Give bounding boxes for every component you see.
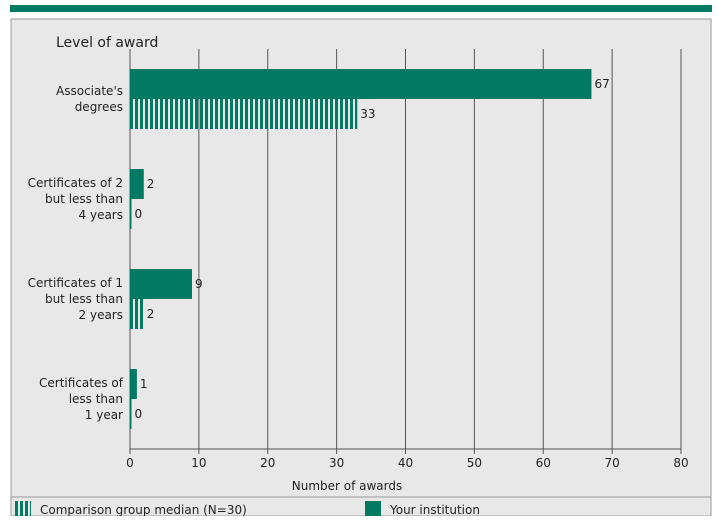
bar-s1-c0 — [130, 99, 358, 129]
legend: Comparison group median (N=30) Your inst… — [15, 501, 480, 517]
data-label-s0-c1: 2 — [147, 177, 155, 191]
category-labels: Associate's degrees Certificates of 2 but l… — [28, 84, 124, 422]
x-tick-label-40: 40 — [398, 456, 413, 470]
chart-title: Level of award — [56, 35, 158, 51]
data-label-s1-c0: 33 — [360, 107, 375, 121]
data-label-s0-c3: 1 — [140, 377, 148, 391]
x-tick-label-50: 50 — [467, 456, 482, 470]
category-label-2-line-1: but less than — [45, 292, 123, 306]
x-tick-label-0: 0 — [126, 456, 134, 470]
bar-s1-c1 — [130, 199, 132, 229]
category-label-3-line-1: less than — [69, 392, 123, 406]
x-tick-label-10: 10 — [191, 456, 206, 470]
category-label-3-line-0: Certificates of — [39, 376, 124, 390]
x-tick-label-30: 30 — [329, 456, 344, 470]
legend-label-institution: Your institution — [389, 503, 480, 516]
data-label-s1-c1: 0 — [135, 207, 143, 221]
chart-panel — [10, 18, 712, 517]
data-label-s1-c2: 2 — [147, 307, 155, 321]
bar-s0-c0 — [130, 69, 592, 99]
top-accent-bar — [10, 5, 712, 12]
category-label-0-line-1: degrees — [75, 100, 123, 114]
x-tick-label-80: 80 — [673, 456, 688, 470]
category-label-1-line-1: but less than — [45, 192, 123, 206]
category-label-2-line-2: 2 years — [79, 308, 123, 322]
x-tick-label-20: 20 — [260, 456, 275, 470]
category-label-3-line-2: 1 year — [85, 408, 123, 422]
bar-s0-c2 — [130, 269, 192, 299]
legend-label-comparison: Comparison group median (N=30) — [40, 503, 247, 516]
category-label-1-line-0: Certificates of 2 — [28, 176, 123, 190]
data-label-s1-c3: 0 — [135, 407, 143, 421]
category-label-1-line-2: 4 years — [79, 208, 123, 222]
legend-swatch-comparison — [15, 501, 31, 516]
data-label-s0-c2: 9 — [195, 277, 203, 291]
x-axis-label: Number of awards — [292, 479, 403, 493]
category-label-2-line-0: Certificates of 1 — [28, 276, 123, 290]
data-label-s0-c0: 67 — [594, 77, 609, 91]
bars-layer: 67 33 2 0 9 2 1 0 — [130, 69, 610, 429]
x-tick-label-70: 70 — [604, 456, 619, 470]
bar-s0-c1 — [130, 169, 144, 199]
bar-s1-c3 — [130, 399, 132, 429]
bar-s0-c3 — [130, 369, 137, 399]
legend-swatch-institution — [365, 501, 381, 516]
category-label-0-line-0: Associate's — [56, 84, 123, 98]
x-tick-label-60: 60 — [536, 456, 551, 470]
bar-s1-c2 — [130, 299, 144, 329]
x-tick-labels: 0 10 20 30 40 50 60 70 80 — [126, 456, 688, 470]
